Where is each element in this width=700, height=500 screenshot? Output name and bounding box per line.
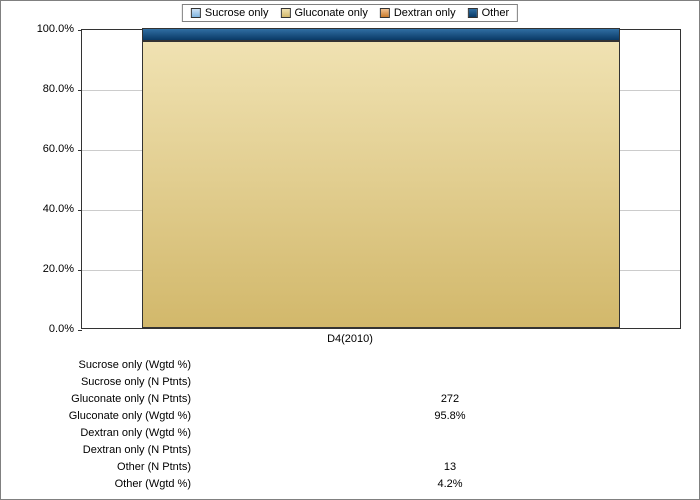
- y-tick: [78, 30, 82, 31]
- y-tick: [78, 210, 82, 211]
- plot-area: [81, 29, 681, 329]
- row-label: Sucrose only (Wgtd %): [1, 359, 201, 371]
- legend-swatch-sucrose: [191, 8, 201, 18]
- y-tick: [78, 90, 82, 91]
- row-label: Gluconate only (N Ptnts): [1, 393, 201, 405]
- row-label: Dextran only (Wgtd %): [1, 427, 201, 439]
- legend-swatch-dextran: [380, 8, 390, 18]
- legend-label: Sucrose only: [205, 7, 269, 19]
- row-label: Other (Wgtd %): [1, 478, 201, 490]
- legend-item: Dextran only: [380, 7, 456, 19]
- table-row: Gluconate only (N Ptnts)272: [1, 390, 699, 407]
- row-label: Other (N Ptnts): [1, 461, 201, 473]
- legend: Sucrose only Gluconate only Dextran only…: [182, 4, 518, 22]
- bar-segment: [142, 41, 620, 328]
- bar: [142, 28, 620, 328]
- legend-swatch-gluconate: [280, 8, 290, 18]
- row-label: Dextran only (N Ptnts): [1, 444, 201, 456]
- y-tick-label: 80.0%: [14, 83, 74, 95]
- y-tick: [78, 150, 82, 151]
- y-tick: [78, 270, 82, 271]
- table-row: Dextran only (Wgtd %): [1, 424, 699, 441]
- row-value: 272: [201, 393, 699, 405]
- row-label: Sucrose only (N Ptnts): [1, 376, 201, 388]
- table-row: Sucrose only (N Ptnts): [1, 373, 699, 390]
- chart-container: Sucrose only Gluconate only Dextran only…: [0, 0, 700, 500]
- table-row: Gluconate only (Wgtd %)95.8%: [1, 407, 699, 424]
- y-tick-label: 0.0%: [14, 323, 74, 335]
- legend-item: Gluconate only: [280, 7, 367, 19]
- y-tick-label: 60.0%: [14, 143, 74, 155]
- y-tick-label: 100.0%: [14, 23, 74, 35]
- row-label: Gluconate only (Wgtd %): [1, 410, 201, 422]
- y-tick-label: 40.0%: [14, 203, 74, 215]
- y-tick-label: 20.0%: [14, 263, 74, 275]
- legend-swatch-other: [468, 8, 478, 18]
- legend-item: Sucrose only: [191, 7, 269, 19]
- table-row: Sucrose only (Wgtd %): [1, 356, 699, 373]
- bar-segment: [142, 28, 620, 41]
- table-row: Other (N Ptnts)13: [1, 458, 699, 475]
- x-axis-label: D4(2010): [1, 333, 699, 345]
- table-row: Dextran only (N Ptnts): [1, 441, 699, 458]
- row-value: 95.8%: [201, 410, 699, 422]
- table-row: Other (Wgtd %)4.2%: [1, 475, 699, 492]
- y-tick: [78, 330, 82, 331]
- data-table: Sucrose only (Wgtd %) Sucrose only (N Ptn…: [1, 356, 699, 492]
- x-tick-label: D4(2010): [327, 333, 373, 345]
- legend-label: Gluconate only: [294, 7, 367, 19]
- legend-item: Other: [468, 7, 510, 19]
- row-value: 13: [201, 461, 699, 473]
- legend-label: Other: [482, 7, 510, 19]
- row-value: 4.2%: [201, 478, 699, 490]
- legend-label: Dextran only: [394, 7, 456, 19]
